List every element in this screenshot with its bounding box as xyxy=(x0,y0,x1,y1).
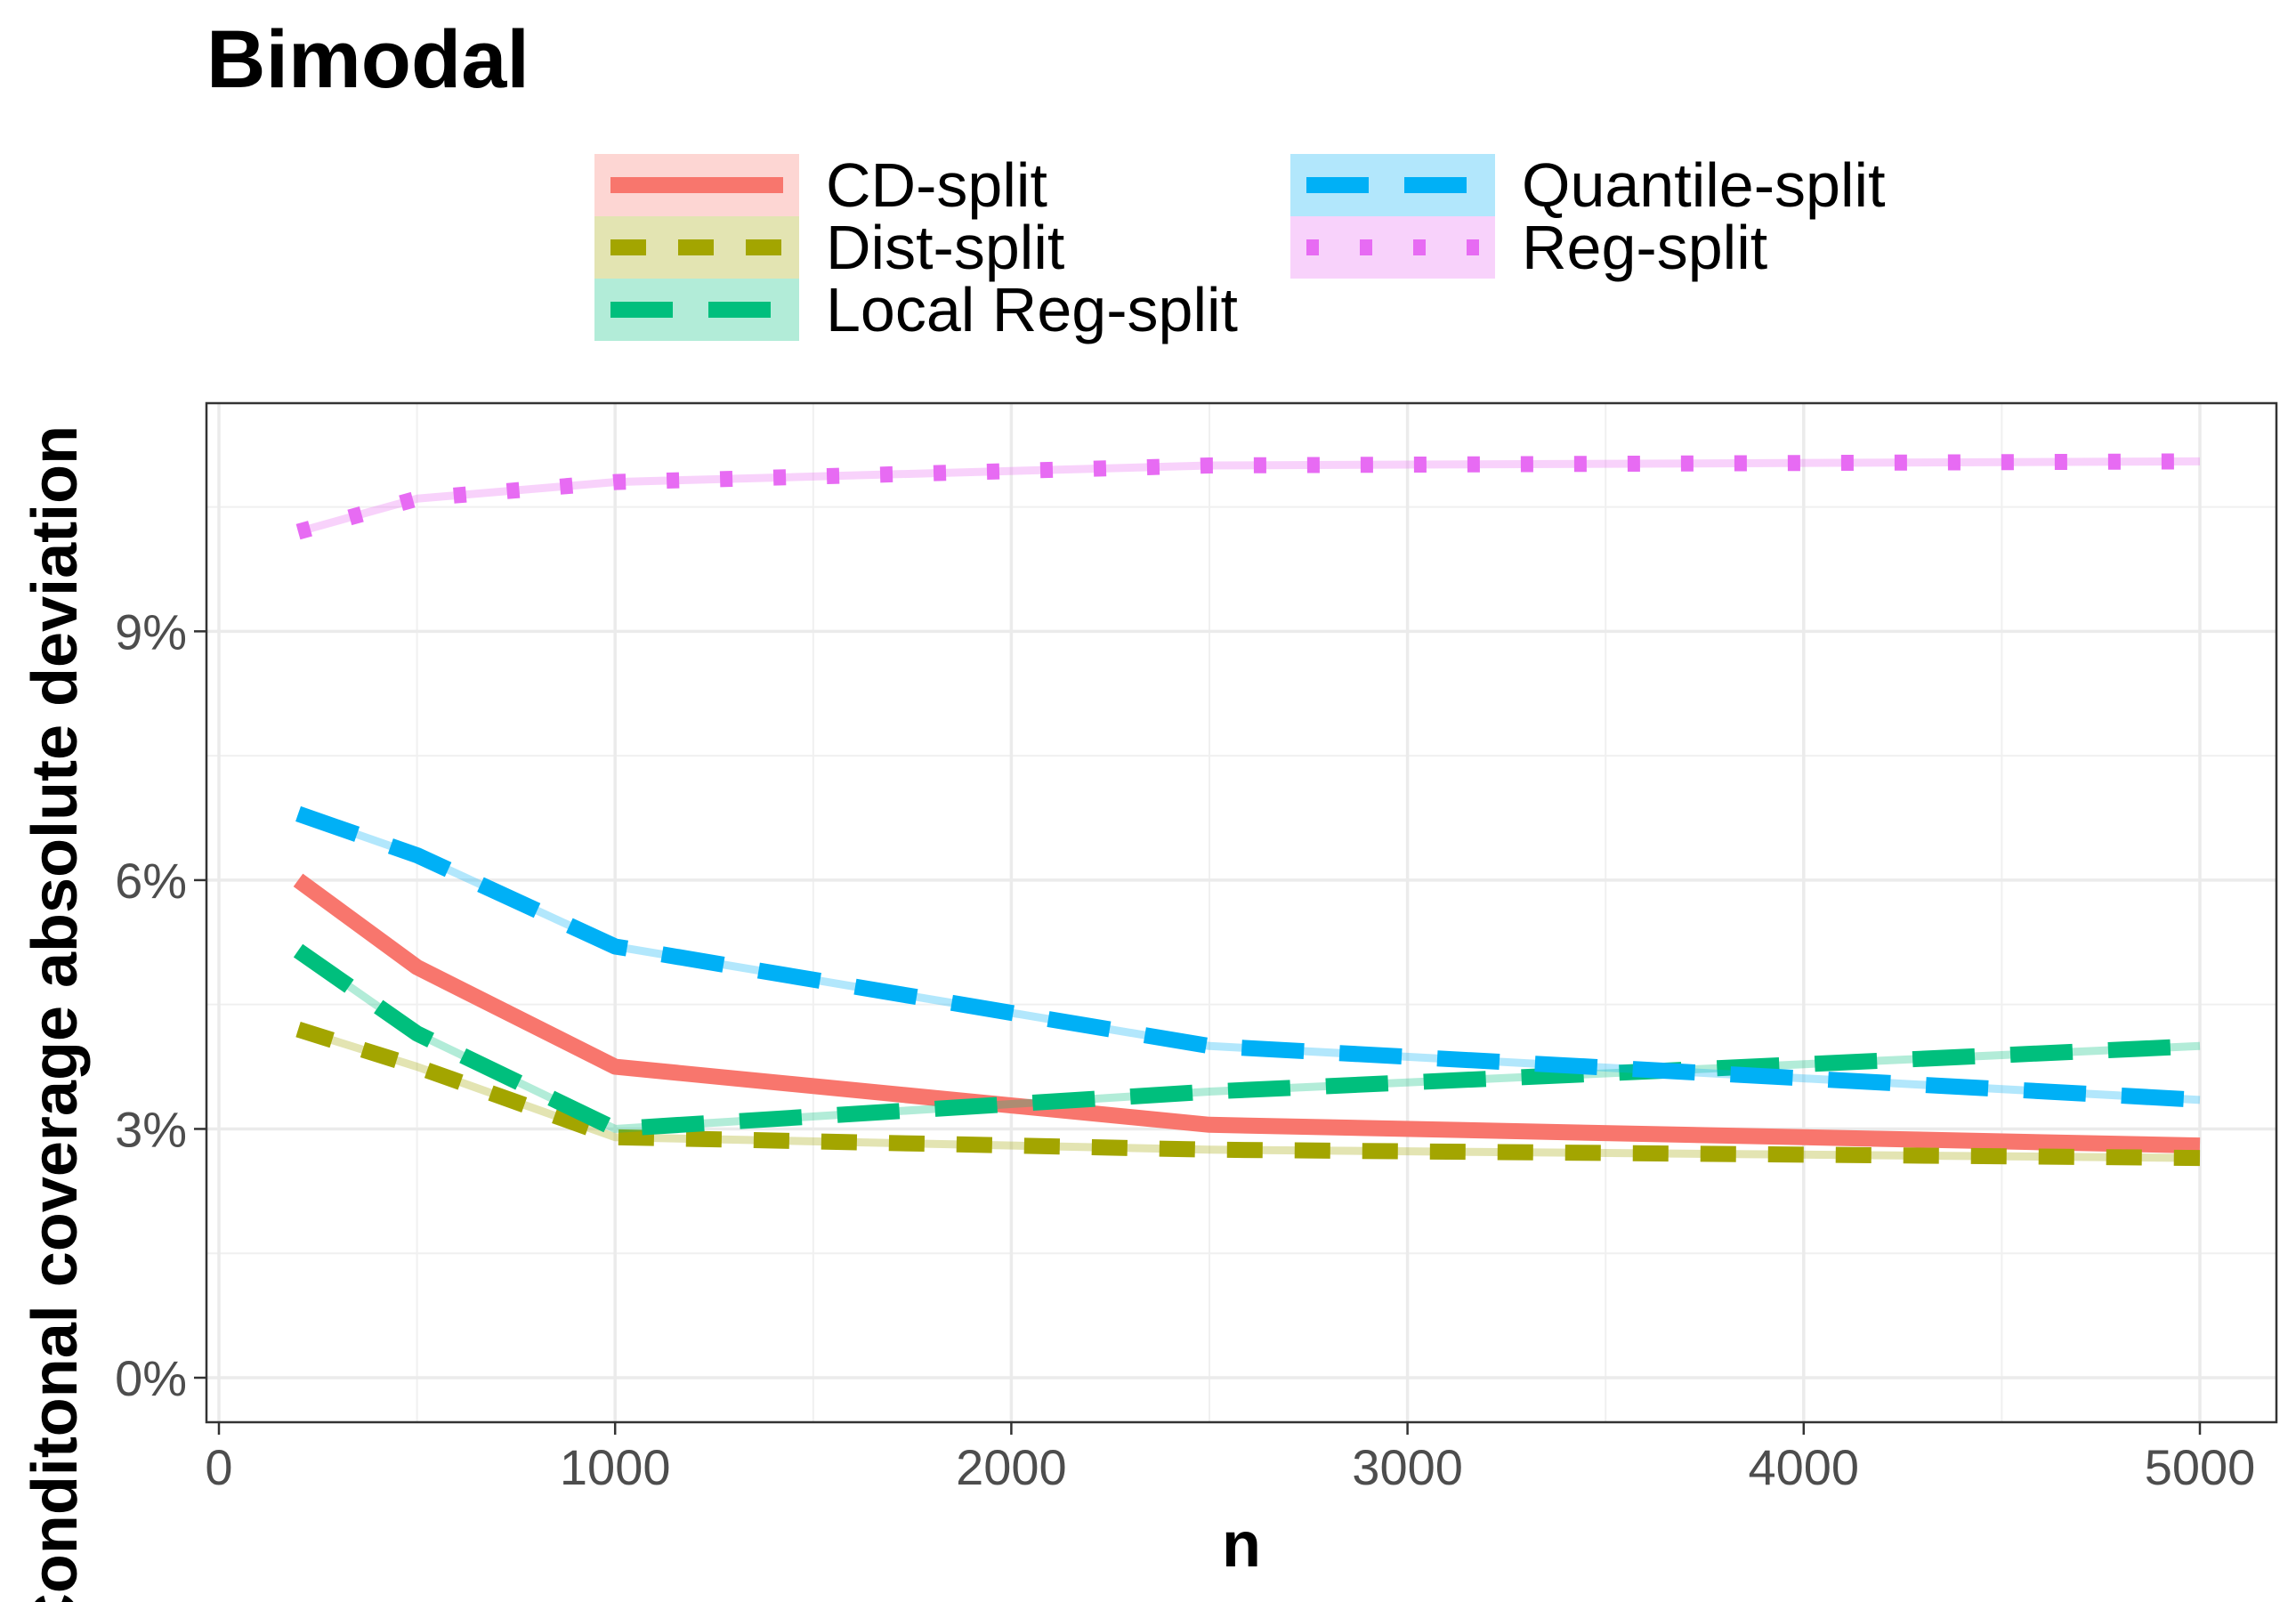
data-point-dist-split xyxy=(1209,1149,1210,1151)
series-local-reg-split xyxy=(293,943,2201,1137)
y-tick-label: 6% xyxy=(115,853,187,909)
series-line-cd-split xyxy=(293,873,2201,1154)
x-tick-label: 2000 xyxy=(956,1439,1067,1495)
series-dist-split xyxy=(295,1022,2201,1167)
series-line-local-reg-split xyxy=(293,943,2201,1137)
series-reg-split xyxy=(295,453,2201,540)
data-point-local-reg-split xyxy=(614,1128,616,1129)
legend-item-cd-split: CD-split xyxy=(594,150,1047,220)
data-point-reg-split xyxy=(416,498,418,499)
data-point-quantile-split xyxy=(1209,1045,1210,1047)
data-point-cd-split xyxy=(416,967,418,968)
data-point-dist-split xyxy=(2199,1157,2201,1159)
data-point-quantile-split xyxy=(614,945,616,947)
data-point-reg-split xyxy=(2199,460,2201,462)
y-tick-label: 0% xyxy=(115,1350,187,1406)
plot-panel xyxy=(205,401,2278,1424)
y-axis: 0% 3% 6% 9% xyxy=(115,603,206,1406)
legend-label: Dist-split xyxy=(826,213,1064,282)
x-tick-label: 0 xyxy=(205,1439,232,1495)
data-point-reg-split xyxy=(297,531,299,533)
x-tick-label: 3000 xyxy=(1352,1439,1463,1495)
x-tick-label: 5000 xyxy=(2145,1439,2256,1495)
data-point-reg-split xyxy=(1209,465,1210,466)
data-point-dist-split xyxy=(297,1029,299,1031)
x-axis-title: n xyxy=(1222,1509,1261,1581)
data-point-dist-split xyxy=(614,1137,616,1138)
data-point-local-reg-split xyxy=(297,950,299,951)
legend-label: CD-split xyxy=(826,150,1047,220)
data-point-local-reg-split xyxy=(1209,1091,1210,1093)
data-point-quantile-split xyxy=(297,813,299,814)
series-cd-split xyxy=(293,873,2201,1154)
legend-label: Local Reg-split xyxy=(826,275,1238,344)
legend-item-reg-split: Reg-split xyxy=(1290,213,1767,282)
x-tick-label: 4000 xyxy=(1749,1439,1860,1495)
plot-panel-border xyxy=(205,401,2278,1424)
y-tick-label: 3% xyxy=(115,1101,187,1157)
legend-label: Quantile-split xyxy=(1522,150,1886,220)
data-point-local-reg-split xyxy=(416,1032,418,1034)
legend-item-local-reg-split: Local Reg-split xyxy=(594,275,1238,344)
x-tick-label: 1000 xyxy=(560,1439,671,1495)
data-point-cd-split xyxy=(614,1066,616,1068)
y-tick-label: 9% xyxy=(115,603,187,659)
legend-item-dist-split: Dist-split xyxy=(594,213,1064,282)
data-point-cd-split xyxy=(297,879,299,881)
series-line-dist-split xyxy=(295,1022,2201,1167)
data-point-reg-split xyxy=(614,481,616,483)
minor-gridlines xyxy=(206,403,2276,1422)
data-point-cd-split xyxy=(1209,1124,1210,1126)
legend-key-background xyxy=(1290,216,1495,279)
series-layer xyxy=(293,453,2201,1167)
series-line-quantile-split xyxy=(295,805,2201,1108)
data-point-quantile-split xyxy=(416,854,418,856)
legend-item-quantile-split: Quantile-split xyxy=(1290,150,1886,220)
chart-title: Bimodal xyxy=(206,14,530,105)
legend-label: Reg-split xyxy=(1522,213,1767,282)
x-axis: 0 1000 2000 3000 4000 5000 xyxy=(205,1422,2255,1495)
plot-panel-background xyxy=(206,403,2276,1422)
y-axis-title: Conditonal coverage absolute deviation xyxy=(20,425,91,1602)
data-point-dist-split xyxy=(416,1066,418,1068)
series-line-reg-split xyxy=(295,453,2201,540)
data-point-quantile-split xyxy=(2199,1099,2201,1101)
major-gridlines xyxy=(206,403,2276,1422)
series-quantile-split xyxy=(295,805,2201,1108)
data-point-cd-split xyxy=(2199,1145,2201,1146)
data-point-local-reg-split xyxy=(2199,1045,2201,1047)
